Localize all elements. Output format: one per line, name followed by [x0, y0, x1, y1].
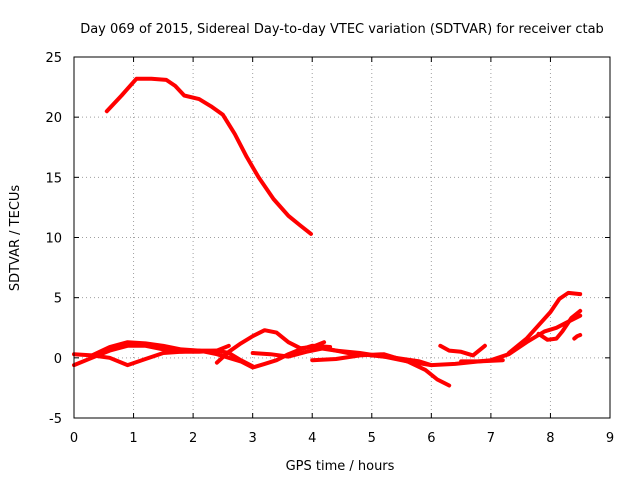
y-tick-label: 0 [54, 352, 62, 367]
series-arc-high [104, 76, 313, 236]
data-series [72, 76, 583, 388]
y-tick-label: 5 [54, 292, 62, 307]
series-arc-c [89, 340, 333, 370]
chart-title: Day 069 of 2015, Sidereal Day-to-day VTE… [80, 22, 604, 37]
y-tick-label: -5 [49, 412, 62, 427]
x-axis-label: GPS time / hours [286, 459, 395, 474]
y-axis-label: SDTVAR / TECUs [8, 185, 23, 292]
x-tick-label: 3 [249, 431, 257, 446]
y-tick-label: 25 [45, 51, 62, 66]
x-tick-label: 1 [129, 431, 137, 446]
x-tick-label: 8 [546, 431, 554, 446]
axis-ticks: 0 1 2 3 4 5 6 7 8 9 -5 0 5 10 15 20 25 [45, 51, 614, 446]
series-arc-i [459, 313, 583, 364]
x-tick-label: 9 [606, 431, 614, 446]
grid [74, 57, 610, 418]
y-tick-label: 10 [45, 232, 62, 247]
series-arc-d [214, 328, 327, 365]
x-tick-label: 5 [368, 431, 376, 446]
x-tick-label: 7 [487, 431, 495, 446]
series-arc-f [310, 352, 452, 388]
x-tick-label: 4 [308, 431, 316, 446]
x-tick-label: 6 [427, 431, 435, 446]
series-arc-k [536, 308, 583, 342]
series-arc-h [438, 343, 487, 358]
series-arc-l [572, 333, 583, 341]
x-tick-label: 2 [189, 431, 197, 446]
y-tick-label: 20 [45, 111, 62, 126]
series-arc-j [506, 290, 583, 355]
x-tick-label: 0 [70, 431, 78, 446]
y-tick-label: 15 [45, 171, 62, 186]
